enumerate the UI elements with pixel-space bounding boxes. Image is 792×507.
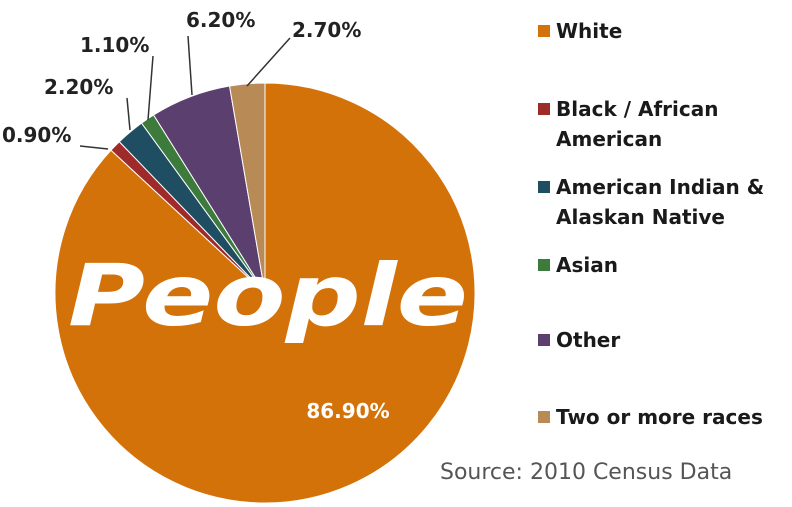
legend-swatch-asian: [538, 259, 550, 271]
watermark-text: People: [68, 246, 468, 346]
legend-swatch-american-indian-alaskan-native: [538, 181, 550, 193]
data-label-american-indian-alaskan-native: 2.20%: [44, 75, 113, 99]
leader-line-asian: [147, 55, 154, 121]
pie-slices: [54, 82, 476, 504]
leader-line-other: [187, 35, 193, 96]
legend-label-two-or-more-races: Two or more races: [556, 405, 763, 429]
legend-swatch-other: [538, 334, 550, 346]
legend-label-other: Other: [556, 328, 621, 352]
legend-label-white: White: [556, 19, 623, 43]
leader-line-black-african-american: [79, 145, 109, 150]
legend-swatch-white: [538, 25, 550, 37]
legend-label-black-african-american: Black / African American: [556, 97, 719, 151]
data-label-asian: 1.10%: [80, 33, 149, 57]
pie-slice-two-or-more-races: [228, 82, 266, 294]
leader-lines: [79, 35, 291, 150]
legend-swatch-two-or-more-races: [538, 411, 550, 423]
data-label-white: 86.90%: [306, 399, 389, 423]
pie-slice-white: [54, 82, 476, 504]
data-labels: 86.90% 0.90% 2.20% 1.10% 6.20% 2.70%: [2, 8, 390, 423]
legend-swatch-black-african-american: [538, 103, 550, 115]
legend-label-asian: Asian: [556, 253, 618, 277]
data-label-other: 6.20%: [186, 8, 255, 32]
source-note: Source: 2010 Census Data: [440, 460, 733, 485]
data-label-two-or-more-races: 2.70%: [292, 18, 361, 42]
leader-line-two-or-more-races: [246, 37, 291, 87]
leader-line-american-indian-alaskan-native: [126, 97, 131, 131]
legend-label-american-indian-alaskan-native: American Indian & Alaskan Native: [556, 175, 765, 229]
data-label-black-african-american: 0.90%: [2, 123, 71, 147]
